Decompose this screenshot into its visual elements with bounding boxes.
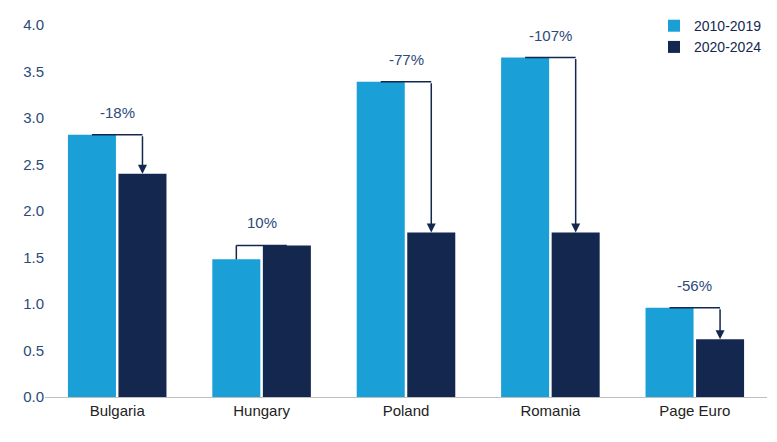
svg-text:2.0: 2.0 [23,202,44,219]
svg-text:2010-2019: 2010-2019 [694,18,761,34]
svg-text:-56%: -56% [677,277,712,294]
svg-text:2020-2024: 2020-2024 [694,39,761,55]
svg-text:3.5: 3.5 [23,63,44,80]
svg-text:1.0: 1.0 [23,295,44,312]
svg-text:Romania: Romania [520,402,581,419]
svg-text:Page Euro: Page Euro [659,402,730,419]
svg-text:4.0: 4.0 [23,16,44,33]
svg-text:Hungary: Hungary [233,402,290,419]
svg-text:Bulgaria: Bulgaria [90,402,146,419]
svg-text:0.5: 0.5 [23,342,44,359]
svg-text:-107%: -107% [529,27,572,44]
svg-text:-77%: -77% [389,51,424,68]
svg-text:0.0: 0.0 [23,388,44,405]
svg-text:3.0: 3.0 [23,109,44,126]
svg-text:2.5: 2.5 [23,156,44,173]
svg-text:-18%: -18% [100,104,135,121]
svg-text:Poland: Poland [383,402,430,419]
svg-text:1.5: 1.5 [23,249,44,266]
svg-text:10%: 10% [247,214,277,231]
